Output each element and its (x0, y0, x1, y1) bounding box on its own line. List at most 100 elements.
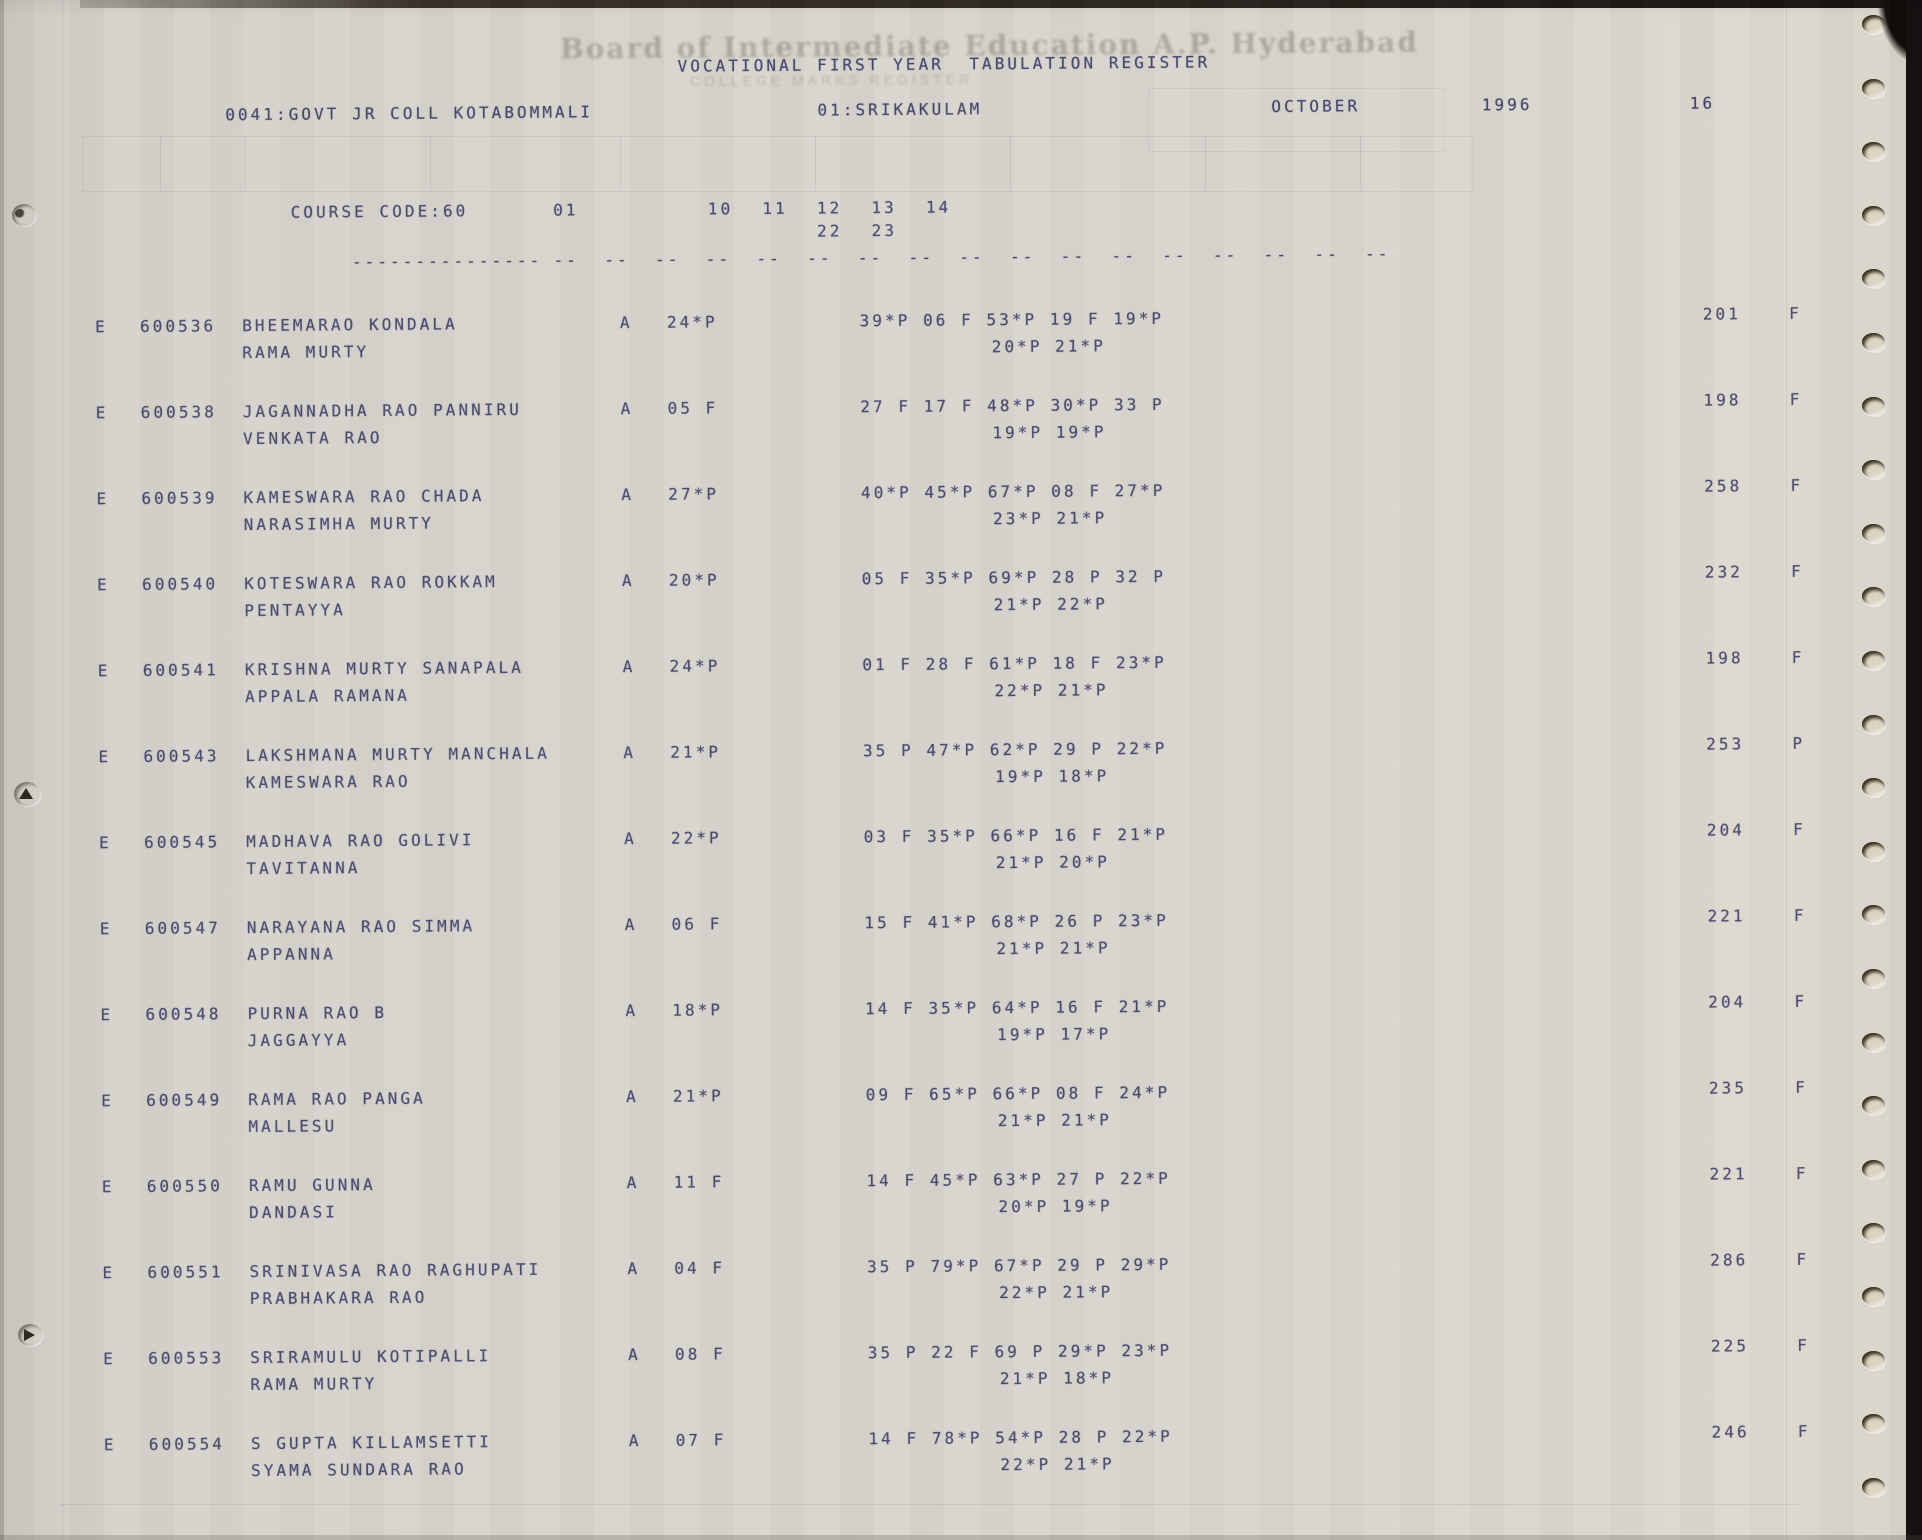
attendance-marks: 27*P (668, 484, 720, 504)
tractor-feed-hole (1862, 778, 1885, 797)
year-field: 1996 (1481, 94, 1533, 115)
admission-number: 600541 (142, 660, 219, 680)
punch-mark-lower (18, 1324, 42, 1346)
father-name: MALLESU (248, 1116, 338, 1137)
admission-number: 600549 (146, 1090, 223, 1110)
punch-mark-triangle (19, 788, 33, 799)
column-dash-mark: -- (1111, 246, 1137, 266)
scan-edge-bottom (0, 1535, 1922, 1540)
attendance-code: A (625, 1086, 639, 1107)
subject-marks-line2: 23*P 21*P (993, 508, 1108, 529)
father-name: NARASIMHA MURTY (243, 513, 435, 535)
father-name: SYAMA SUNDARA RAO (251, 1459, 467, 1481)
admission-number: 600551 (147, 1262, 224, 1282)
candidate-type: E (99, 919, 113, 939)
subject-marks-line2: 21*P 20*P (995, 852, 1111, 873)
column-dash-mark: -- (908, 247, 935, 267)
student-row: E 600541 KRISHNA MURTY SANAPALA A 24*P 0… (0, 647, 1860, 722)
father-name: PRABHAKARA RAO (249, 1287, 428, 1309)
tractor-feed-hole (1862, 1477, 1885, 1496)
father-name: JAGGAYYA (247, 1030, 350, 1051)
subject-marks-line1: 01 F 28 F 61*P 18 F 23*P (862, 652, 1167, 675)
student-row: E 600550 RAMU GUNNA A 11 F 14 F 45*P 63*… (4, 1163, 1864, 1238)
column-dash-mark: -- (1060, 246, 1087, 266)
father-name: VENKATA RAO (242, 427, 383, 449)
father-name: APPALA RAMANA (244, 685, 411, 707)
father-name: DANDASI (249, 1202, 338, 1223)
student-row: E 600536 BHEEMARAO KONDALA A 24*P 39*P 0… (0, 303, 1857, 378)
student-name: BHEEMARAO KONDALA (242, 314, 458, 336)
column-dash-mark: -- (553, 250, 580, 270)
tractor-feed-hole (1862, 969, 1885, 987)
student-name: SRIRAMULU KOTIPALLI (250, 1346, 492, 1368)
attendance-code: A (622, 657, 636, 677)
total-marks: 221 (1707, 906, 1746, 926)
student-name: RAMU GUNNA (248, 1175, 376, 1196)
father-name: RAMA MURTY (250, 1374, 378, 1395)
punch-mark-triangle (24, 1329, 35, 1341)
total-marks: 201 (1702, 304, 1741, 324)
student-name: NARAYANA RAO SIMMA (246, 916, 476, 938)
tractor-feed-hole (1862, 714, 1885, 733)
subject-marks-line1: 09 F 65*P 66*P 08 F 24*P (865, 1082, 1171, 1105)
tractor-feed-hole (1862, 396, 1885, 415)
subject-marks-line2: 20*P 19*P (998, 1196, 1113, 1217)
result-letter: F (1793, 819, 1806, 839)
attendance-marks: 20*P (668, 570, 720, 590)
admission-number: 600553 (148, 1348, 225, 1368)
admission-number: 600545 (144, 832, 221, 852)
month-field: OCTOBER (1271, 96, 1361, 116)
subject-marks-line2: 21*P 21*P (997, 1110, 1113, 1131)
candidate-type: E (96, 489, 110, 509)
father-name: PENTAYYA (244, 600, 346, 621)
subject-marks-line1: 14 F 45*P 63*P 27 P 22*P (866, 1168, 1171, 1191)
subject-marks-line2: 22*P 21*P (999, 1282, 1114, 1303)
student-row: E 600551 SRINIVASA RAO RAGHUPATI A 04 F … (4, 1249, 1864, 1324)
admission-number: 600540 (142, 574, 219, 594)
total-marks: 235 (1708, 1078, 1748, 1098)
page-number: 16 (1689, 93, 1716, 113)
column-dash-mark: -- (1009, 246, 1036, 267)
student-name: KAMESWARA RAO CHADA (243, 486, 485, 508)
tractor-feed-hole (1862, 78, 1885, 97)
result-letter: F (1794, 991, 1808, 1011)
admission-number: 600539 (141, 488, 218, 508)
result-letter: F (1797, 1335, 1810, 1355)
student-name: JAGANNADHA RAO PANNIRU (242, 399, 522, 422)
attendance-code: A (620, 399, 634, 419)
attendance-marks: 21*P (670, 742, 722, 762)
column-dash-mark: -- (807, 248, 833, 268)
attendance-marks: 07 F (675, 1430, 727, 1450)
candidate-type: E (103, 1349, 116, 1369)
subject-marks-line2: 19*P 18*P (995, 766, 1110, 787)
attendance-code: A (624, 915, 638, 935)
attendance-code: A (628, 1430, 642, 1451)
attendance-marks: 24*P (669, 656, 721, 676)
total-marks: 232 (1704, 562, 1743, 582)
total-marks: 221 (1709, 1164, 1748, 1184)
student-row: E 600540 KOTESWARA RAO ROKKAM A 20*P 05 … (0, 561, 1859, 636)
attendance-marks: 24*P (666, 312, 718, 332)
column-dash-mark: -- (604, 250, 630, 270)
subject-marks-line2: 21*P 18*P (999, 1368, 1115, 1389)
subject-marks-line1: 35 P 47*P 62*P 29 P 22*P (862, 738, 1168, 761)
subject-marks-line2: 22*P 21*P (994, 680, 1109, 701)
attendance-code: A (619, 313, 633, 333)
attendance-code: A (627, 1258, 641, 1279)
result-letter: F (1789, 389, 1803, 409)
tractor-feed-hole (1862, 1414, 1885, 1433)
student-name: LAKSHMANA MURTY MANCHALA (245, 743, 550, 766)
candidate-type: E (102, 1263, 116, 1283)
scan-edge-top (80, 0, 1922, 8)
subject-column-header-12: 12 (816, 198, 843, 218)
candidate-type: E (103, 1435, 117, 1455)
admission-number: 600536 (139, 316, 217, 336)
father-name: TAVITANNA (246, 858, 361, 879)
punch-mark-top (12, 204, 36, 226)
student-name: PURNA RAO B (247, 1002, 388, 1024)
result-letter: F (1795, 1077, 1808, 1097)
subject-marks-line1: 27 F 17 F 48*P 30*P 33 P (860, 394, 1165, 417)
student-row: E 600538 JAGANNADHA RAO PANNIRU A 05 F 2… (0, 389, 1858, 464)
attendance-marks: 22*P (670, 828, 722, 848)
subject-marks-line2: 21*P 21*P (996, 938, 1111, 959)
